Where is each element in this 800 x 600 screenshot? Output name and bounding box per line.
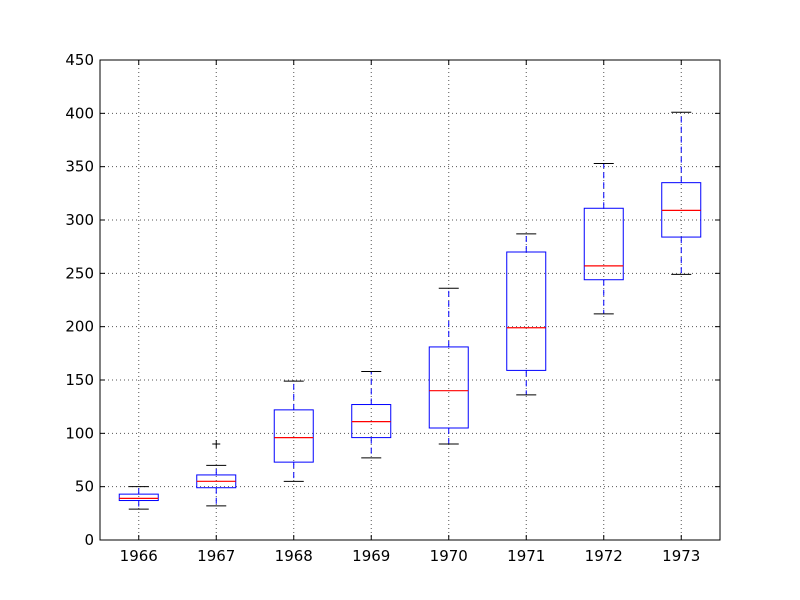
x-tick-label: 1972 [585,547,623,565]
box-1967 [196,440,237,507]
x-tick-label: 1969 [352,547,390,565]
y-tick-label: 450 [65,51,94,69]
x-tick-label: 1967 [197,547,235,565]
x-tick-label: 1970 [430,547,468,565]
box-1973 [661,111,702,275]
iqr-box [273,409,314,463]
x-tick-label: 1973 [662,547,700,565]
grid-lines [100,60,720,540]
x-tick-label: 1971 [507,547,545,565]
y-axis: 0 50 100 150 200 250 300 350 400 450 [65,51,720,549]
y-tick-label: 400 [65,104,94,122]
plot-frame [99,59,721,541]
y-tick-label: 50 [75,478,94,496]
box-1972 [583,162,624,315]
box-1968 [273,380,314,482]
box-1969 [351,370,392,459]
y-tick-label: 350 [65,158,94,176]
y-tick-label: 0 [84,531,94,549]
iqr-box [428,346,469,429]
box-series [118,111,702,510]
y-tick-label: 250 [65,264,94,282]
iqr-box [583,207,624,281]
y-tick-label: 200 [65,318,94,336]
x-tick-label: 1966 [120,547,158,565]
iqr-box [118,493,159,502]
box-1971 [506,233,547,396]
flier-point [212,440,221,448]
iqr-box [506,251,547,371]
box-1970 [428,287,469,445]
x-axis: 1966 1967 1968 1969 1970 1971 1972 1973 [120,60,700,565]
x-tick-label: 1968 [275,547,313,565]
y-tick-label: 300 [65,211,94,229]
y-tick-label: 100 [65,424,94,442]
box-1966 [118,486,159,510]
y-tick-label: 150 [65,371,94,389]
